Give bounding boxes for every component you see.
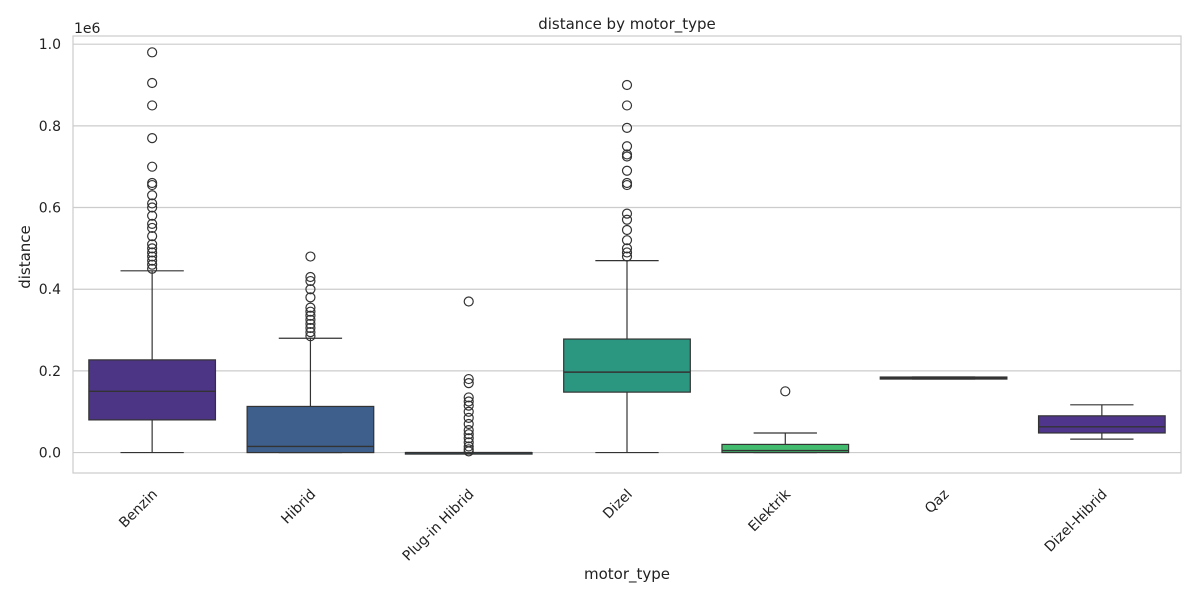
box-dizel-hibrid — [1037, 404, 1166, 440]
y-tick-label: 0.2 — [39, 364, 61, 380]
outlier-point — [147, 255, 158, 266]
box-hibrid — [246, 251, 375, 454]
box-body — [721, 443, 850, 454]
outlier-point — [463, 412, 474, 423]
outlier-point — [305, 271, 316, 283]
outlier-point — [305, 318, 316, 330]
box-body — [246, 405, 375, 454]
outlier-point — [147, 179, 158, 191]
outlier-point — [463, 392, 474, 403]
x-axis-label: motor_type — [584, 565, 670, 584]
y-axis-label: distance — [16, 225, 34, 289]
x-tick-labels: Benzin Hibrid Plug-in Hibrid Dizel Elektrik Q… — [116, 486, 1110, 565]
outlier-point — [147, 133, 158, 144]
axes-frame — [72, 35, 1182, 474]
box-dizel — [563, 79, 691, 454]
box-plug-in-hibrid — [404, 296, 533, 457]
outlier-point — [463, 425, 474, 436]
outlier-point — [305, 275, 316, 287]
outlier-point — [463, 418, 474, 430]
outlier-point — [305, 306, 316, 317]
outlier-point — [463, 446, 474, 457]
outlier-point — [305, 322, 316, 334]
outlier-point — [305, 302, 316, 313]
outlier-point — [463, 406, 474, 417]
box-qaz — [879, 376, 1008, 380]
outlier-point — [621, 165, 633, 176]
chart-title: distance by motor_type — [538, 15, 716, 34]
outlier-point — [147, 222, 158, 234]
x-tick-label: Elektrik — [746, 486, 795, 535]
y-tick-label: 0.6 — [39, 201, 61, 217]
outlier-point — [147, 218, 158, 229]
box-body — [563, 338, 691, 393]
outlier-point — [305, 326, 316, 338]
outlier-point — [463, 396, 474, 407]
x-tick-label: Dizel — [600, 487, 636, 523]
outlier-point — [621, 177, 633, 189]
outlier-point — [147, 243, 158, 254]
outlier-point — [463, 378, 474, 389]
outlier-point — [305, 292, 316, 303]
outlier-point — [621, 79, 633, 91]
outlier-point — [621, 214, 633, 225]
outlier-point — [305, 331, 316, 342]
outlier-point — [463, 433, 474, 444]
outlier-point — [621, 251, 633, 262]
outlier-point — [147, 161, 158, 172]
outlier-point — [305, 251, 316, 262]
outlier-point — [463, 400, 474, 411]
outlier-point — [147, 190, 158, 201]
plot-area — [88, 47, 1166, 457]
outlier-point — [147, 247, 158, 258]
outlier-point — [463, 441, 474, 452]
outlier-point — [147, 263, 158, 274]
x-tick-label: Dizel-Hibrid — [1042, 487, 1111, 556]
y-tick-label: 0.0 — [39, 446, 61, 462]
y-tick-labels: 0.0 0.2 0.4 0.6 0.8 1.0 — [39, 37, 61, 461]
box-elektrik — [721, 386, 850, 454]
y-tick-label: 0.4 — [39, 282, 61, 298]
y-axis-offset-label: 1e6 — [74, 21, 101, 37]
outlier-point — [147, 259, 158, 270]
outlier-point — [147, 251, 158, 262]
outlier-point — [621, 208, 633, 219]
outlier-point — [621, 122, 633, 133]
outlier-point — [621, 141, 633, 152]
x-tick-label: Plug-in Hibrid — [400, 487, 478, 565]
box-body — [1037, 415, 1166, 434]
x-tick-label: Hibrid — [278, 487, 319, 528]
y-tick-label: 1.0 — [39, 37, 61, 53]
outlier-point — [305, 284, 316, 295]
outlier-point — [621, 235, 633, 246]
outlier-point — [305, 310, 316, 321]
outlier-point — [305, 314, 316, 325]
outlier-point — [147, 77, 158, 89]
outlier-point — [780, 386, 791, 397]
outlier-point — [147, 177, 158, 189]
outlier-point — [147, 100, 158, 111]
outlier-point — [147, 47, 158, 58]
outlier-point — [463, 296, 474, 307]
outlier-point — [621, 243, 633, 254]
outlier-point — [147, 239, 158, 250]
outlier-point — [621, 247, 633, 258]
outlier-point — [621, 100, 633, 111]
outlier-point — [147, 210, 158, 221]
outlier-point — [147, 231, 158, 242]
x-tick-label: Qaz — [922, 487, 952, 517]
outlier-point — [621, 179, 633, 191]
x-tick-label: Benzin — [116, 487, 161, 532]
box-benzin — [88, 47, 217, 454]
outlier-point — [463, 373, 474, 385]
outlier-point — [621, 151, 633, 162]
box-body — [88, 359, 217, 421]
outlier-point — [463, 429, 474, 440]
outlier-point — [147, 202, 158, 213]
outlier-point — [147, 198, 158, 209]
outlier-point — [621, 224, 633, 236]
y-tick-label: 0.8 — [39, 119, 61, 135]
